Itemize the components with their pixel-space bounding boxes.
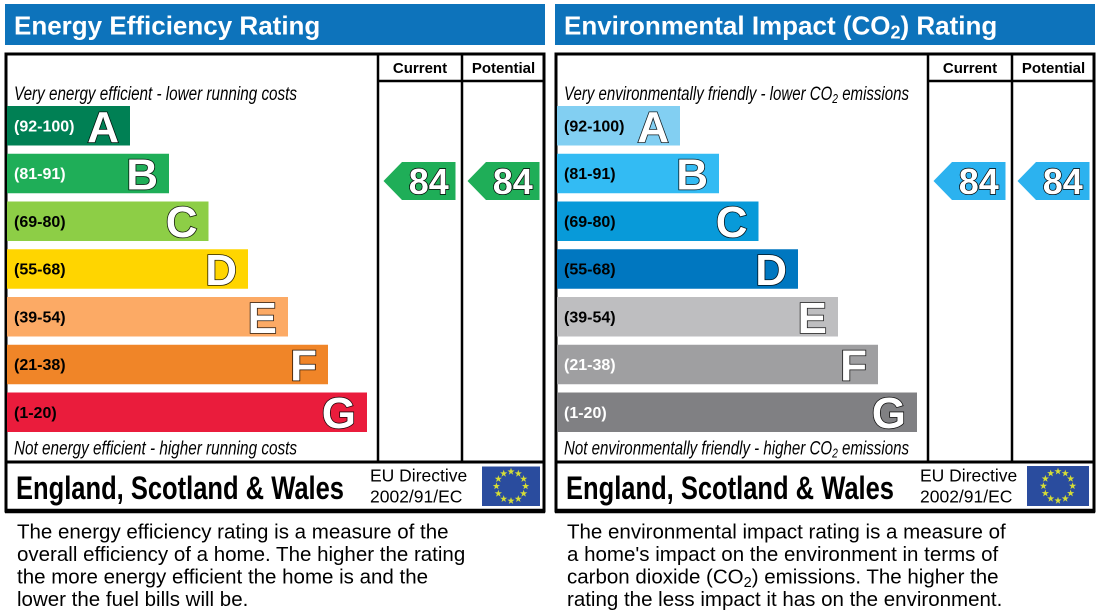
svg-text:Not environmentally friendly -: Not environmentally friendly - higher CO… bbox=[564, 439, 909, 461]
svg-text:overall efficiency of a home.: overall efficiency of a home. The higher… bbox=[17, 543, 465, 566]
svg-text:EU Directive: EU Directive bbox=[920, 466, 1017, 486]
svg-text:B: B bbox=[676, 151, 708, 200]
svg-text:Current: Current bbox=[393, 60, 447, 77]
svg-text:84: 84 bbox=[959, 161, 999, 202]
svg-text:lower the fuel bills will be.: lower the fuel bills will be. bbox=[17, 588, 248, 611]
svg-text:Potential: Potential bbox=[472, 60, 535, 77]
svg-text:E: E bbox=[798, 294, 827, 343]
svg-text:Environmental Impact (CO2) Rat: Environmental Impact (CO2) Rating bbox=[564, 11, 997, 43]
svg-text:the more energy efficient the: the more energy efficient the home is an… bbox=[17, 566, 428, 589]
svg-text:The energy efficiency rating i: The energy efficiency rating is a measur… bbox=[17, 521, 449, 544]
svg-text:2002/91/EC: 2002/91/EC bbox=[370, 487, 462, 507]
svg-text:F: F bbox=[290, 342, 317, 391]
svg-text:(55-68): (55-68) bbox=[14, 262, 66, 279]
svg-text:Potential: Potential bbox=[1022, 60, 1085, 77]
svg-text:(92-100): (92-100) bbox=[564, 118, 624, 135]
svg-text:G: G bbox=[322, 389, 356, 438]
svg-text:A: A bbox=[637, 103, 669, 152]
svg-text:F: F bbox=[840, 342, 867, 391]
svg-text:A: A bbox=[87, 103, 119, 152]
svg-text:(21-38): (21-38) bbox=[14, 357, 66, 374]
svg-text:Not energy efficient - higher: Not energy efficient - higher running co… bbox=[14, 439, 297, 460]
svg-text:D: D bbox=[755, 246, 787, 295]
svg-text:Energy Efficiency Rating: Energy Efficiency Rating bbox=[14, 11, 320, 41]
svg-text:(39-54): (39-54) bbox=[564, 309, 616, 326]
svg-text:2002/91/EC: 2002/91/EC bbox=[920, 487, 1012, 507]
svg-text:B: B bbox=[126, 151, 158, 200]
svg-text:(81-91): (81-91) bbox=[14, 166, 66, 183]
svg-text:84: 84 bbox=[409, 161, 449, 202]
svg-text:C: C bbox=[716, 198, 748, 247]
svg-text:EU Directive: EU Directive bbox=[370, 466, 467, 486]
svg-text:E: E bbox=[248, 294, 277, 343]
svg-text:(69-80): (69-80) bbox=[564, 214, 616, 231]
svg-text:The environmental impact ratin: The environmental impact rating is a mea… bbox=[567, 521, 1006, 544]
svg-text:G: G bbox=[872, 389, 906, 438]
svg-text:a home's impact on the environ: a home's impact on the environment in te… bbox=[567, 543, 999, 566]
svg-text:D: D bbox=[205, 246, 237, 295]
svg-text:Very environmentally friendly: Very environmentally friendly - lower CO… bbox=[564, 84, 909, 106]
svg-text:(1-20): (1-20) bbox=[14, 405, 57, 422]
svg-text:(55-68): (55-68) bbox=[564, 262, 616, 279]
svg-text:Very energy efficient - lower: Very energy efficient - lower running co… bbox=[14, 84, 297, 105]
svg-text:England, Scotland & Wales: England, Scotland & Wales bbox=[566, 470, 894, 506]
svg-text:England, Scotland & Wales: England, Scotland & Wales bbox=[16, 470, 344, 506]
svg-text:(39-54): (39-54) bbox=[14, 309, 66, 326]
svg-text:(92-100): (92-100) bbox=[14, 118, 74, 135]
svg-text:(69-80): (69-80) bbox=[14, 214, 66, 231]
svg-text:84: 84 bbox=[493, 161, 533, 202]
svg-text:Current: Current bbox=[943, 60, 997, 77]
svg-text:(21-38): (21-38) bbox=[564, 357, 616, 374]
svg-text:84: 84 bbox=[1043, 161, 1083, 202]
svg-text:carbon dioxide (CO2) emissions: carbon dioxide (CO2) emissions. The high… bbox=[567, 566, 999, 592]
svg-text:(1-20): (1-20) bbox=[564, 405, 607, 422]
svg-text:C: C bbox=[166, 198, 198, 247]
svg-text:rating the less impact it has: rating the less impact it has on the env… bbox=[567, 588, 1002, 611]
svg-text:(81-91): (81-91) bbox=[564, 166, 616, 183]
